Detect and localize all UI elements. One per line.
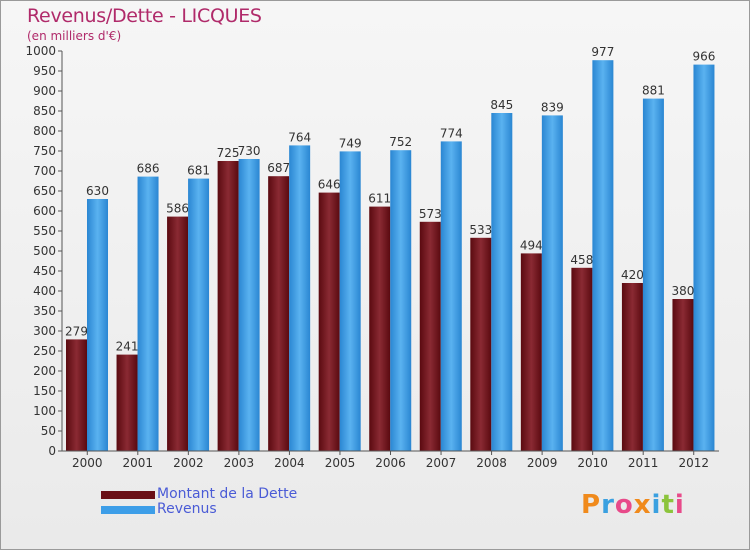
bar-revenus [592,60,614,451]
x-tick-label: 2002 [173,456,204,470]
bar-revenus [87,199,108,451]
bar-dette-label: 646 [318,178,341,192]
bar-dette-label: 725 [217,146,240,160]
x-tick-label: 2006 [375,456,406,470]
y-tick-label: 900 [33,84,56,98]
bar-dette [116,354,138,451]
y-tick-label: 350 [33,304,56,318]
bar-revenus-label: 845 [490,98,513,112]
bar-revenus [188,178,210,451]
y-tick-label: 1000 [25,44,56,58]
bar-dette [419,221,441,451]
bar-dette [672,299,694,451]
bar-dette [268,176,290,451]
x-tick-label: 2007 [426,456,457,470]
y-tick-label: 950 [33,64,56,78]
x-tick-label: 2004 [274,456,305,470]
bar-dette-label: 533 [469,223,492,237]
x-tick-label: 2001 [123,456,154,470]
bar-dette-label: 586 [166,202,189,216]
chart-title: Revenus/Dette - LICQUES [27,5,262,27]
bar-dette [470,237,492,451]
bar-dette-label: 420 [621,268,644,282]
x-tick-label: 2008 [476,456,507,470]
x-tick-label: 2011 [628,456,659,470]
y-tick-label: 400 [33,284,56,298]
bar-revenus [137,176,159,451]
bar-revenus-label: 681 [187,164,210,178]
bar-revenus-label: 752 [389,135,412,149]
bar-dette-label: 458 [570,253,593,267]
bar-dette-label: 687 [267,161,290,175]
bar-revenus-label: 839 [541,100,564,114]
y-tick-label: 50 [41,424,56,438]
bar-dette-label: 279 [65,324,88,338]
bar-dette-label: 380 [672,284,695,298]
bar-dette-label: 494 [520,238,543,252]
legend-label-debt: Montant de la Dette [157,486,298,502]
y-tick-label: 100 [33,404,56,418]
bar-revenus-label: 730 [238,144,261,158]
legend-label-revenus: Revenus [157,501,217,517]
y-tick-label: 650 [33,184,56,198]
bar-dette [66,339,87,451]
y-tick-label: 300 [33,324,56,338]
legend-swatch-debt [101,491,155,499]
bar-dette [318,192,340,451]
y-tick-label: 250 [33,344,56,358]
bar-revenus [289,145,311,451]
y-tick-label: 800 [33,124,56,138]
bar-revenus-label: 686 [137,162,160,176]
y-tick-label: 850 [33,104,56,118]
y-tick-label: 0 [48,444,56,458]
x-tick-label: 2005 [325,456,356,470]
x-tick-label: 2000 [72,456,103,470]
bar-revenus-label: 774 [440,126,463,140]
bar-revenus [390,150,412,451]
bar-revenus-label: 881 [642,84,665,98]
bar-revenus-label: 966 [693,50,716,64]
legend-swatch-revenus [101,506,155,514]
y-tick-label: 150 [33,384,56,398]
bar-dette [217,161,239,451]
y-tick-label: 550 [33,224,56,238]
y-axis: 0 50 100 150 200 250 300 350 400 450 500 550 600 650 7… [25,44,63,458]
x-tick-label: 2009 [527,456,558,470]
chart-subtitle: (en milliers d'€) [27,29,122,43]
y-tick-label: 450 [33,264,56,278]
bar-revenus-label: 764 [288,130,311,144]
bar-revenus [238,159,260,451]
bar-dette-label: 241 [116,340,139,354]
bar-revenus [440,141,462,451]
bar-revenus-label: 977 [591,45,614,59]
bar-dette [571,267,593,451]
bar-dette [621,283,643,451]
y-tick-label: 700 [33,164,56,178]
proxiti-logo: Proxiti [581,490,685,520]
bar-revenus [693,64,715,451]
bar-revenus [491,113,513,451]
bar-dette [520,253,542,451]
bar-dette-label: 573 [419,207,442,221]
bar-revenus-label: 749 [339,136,362,150]
y-tick-label: 500 [33,244,56,258]
y-tick-label: 750 [33,144,56,158]
x-axis: 2000 2001 2002 2003 2004 2005 2006 2007 2008 2009… [62,450,719,470]
bar-dette [167,216,189,451]
y-tick-label: 200 [33,364,56,378]
y-tick-label: 600 [33,204,56,218]
x-tick-label: 2010 [577,456,608,470]
bar-revenus-label: 630 [86,184,109,198]
bar-dette-label: 611 [368,192,391,206]
bar-revenus [541,115,563,452]
bar-dette [369,206,391,451]
bar-revenus [339,151,361,451]
x-tick-label: 2012 [678,456,709,470]
x-tick-label: 2003 [224,456,255,470]
bar-revenus [642,98,664,451]
